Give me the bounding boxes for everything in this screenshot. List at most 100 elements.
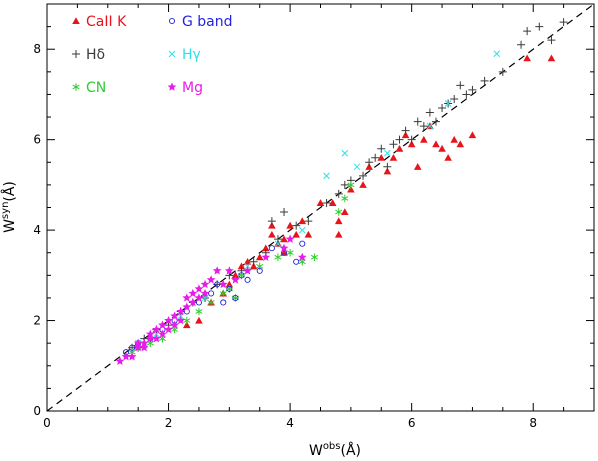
point-filled-star (231, 275, 240, 284)
point-open-circle (293, 258, 300, 265)
x-tick-label: 2 (165, 416, 173, 430)
legend-marker (167, 82, 177, 91)
tick-labels: 0 2 4 6 8 0 2 4 6 8 (33, 42, 537, 430)
legend-entry: CN (72, 80, 106, 96)
legend-marker (168, 17, 176, 25)
legend: CaII K Hδ CN G band Hγ Mg (72, 14, 233, 96)
point-open-circle (129, 344, 136, 351)
point-cross (444, 100, 452, 107)
point-asterisk (335, 208, 343, 216)
point-filled-star (133, 343, 143, 352)
point-cross (298, 226, 306, 234)
point-filled-triangle (182, 321, 191, 329)
point-cross (353, 163, 361, 171)
point-filled-star (158, 320, 167, 329)
point-plus (371, 153, 380, 162)
point-filled-triangle (547, 54, 556, 62)
point-plus (365, 158, 374, 167)
point-filled-triangle (438, 144, 446, 152)
legend-entry: Hγ (168, 47, 201, 63)
point-filled-triangle (389, 153, 398, 161)
point-filled-triangle (432, 140, 440, 148)
point-cross (426, 122, 434, 130)
point-filled-triangle (231, 271, 240, 279)
legend-label: Hγ (182, 47, 201, 63)
point-open-circle (256, 267, 263, 274)
point-cross (384, 149, 391, 157)
y-tick-label: 8 (33, 42, 41, 56)
point-filled-triangle (456, 140, 465, 148)
point-plus (480, 76, 489, 85)
legend-label: Mg (182, 80, 203, 96)
point-plus (273, 235, 282, 244)
y-tick-label: 4 (33, 223, 41, 237)
x-axis-label-unit: (Å) (341, 442, 362, 459)
point-cross (274, 240, 282, 248)
x-axis-label-base: W (309, 443, 323, 459)
x-axis-label: Wobs(Å) (309, 441, 361, 459)
point-plus (547, 36, 556, 45)
point-plus (450, 94, 459, 103)
legend-marker (168, 50, 176, 58)
point-plus (407, 135, 416, 144)
point-plus (462, 90, 471, 99)
y-axis-label-base: W (2, 219, 18, 233)
point-filled-star (218, 279, 228, 289)
point-plus (377, 144, 386, 153)
point-filled-triangle (523, 54, 531, 62)
point-plus (395, 135, 404, 144)
legend-label: CaII K (86, 14, 127, 30)
point-filled-star (285, 234, 295, 243)
point-asterisk (274, 253, 282, 262)
point-asterisk (219, 289, 227, 298)
point-filled-triangle (262, 244, 270, 252)
legend-label: G band (182, 14, 233, 30)
y-tick-label: 6 (33, 133, 41, 147)
point-cross (323, 172, 330, 180)
point-open-circle (232, 294, 239, 301)
legend-label: CN (86, 80, 106, 96)
point-filled-star (176, 315, 186, 325)
point-filled-star (152, 325, 161, 334)
point-filled-star (279, 243, 289, 252)
point-open-circle (214, 281, 221, 288)
point-filled-triangle (334, 217, 343, 225)
point-asterisk (183, 316, 191, 325)
point-filled-triangle (444, 153, 452, 161)
point-plus (359, 171, 368, 180)
point-plus (456, 81, 465, 90)
point-filled-triangle (359, 181, 367, 188)
point-plus (413, 117, 422, 126)
point-filled-triangle (292, 230, 300, 238)
point-filled-star (194, 293, 204, 302)
legend-entry: Mg (167, 80, 203, 96)
point-filled-star (243, 266, 252, 275)
y-tick-label: 2 (33, 314, 41, 328)
point-filled-triangle (195, 316, 203, 324)
point-asterisk (195, 307, 203, 316)
point-filled-triangle (316, 199, 325, 207)
point-asterisk (310, 253, 318, 262)
point-filled-star (121, 352, 131, 361)
point-asterisk (256, 262, 264, 271)
point-plus (249, 257, 258, 266)
x-axis-label-sup: obs (323, 441, 341, 452)
point-filled-star (170, 320, 180, 329)
point-filled-triangle (407, 140, 416, 148)
point-plus (304, 217, 313, 226)
point-filled-star (127, 352, 137, 361)
point-plus (535, 22, 544, 31)
point-open-circle (226, 285, 233, 292)
point-filled-star (133, 338, 143, 347)
point-filled-triangle (365, 163, 373, 170)
x-tick-label: 8 (529, 416, 537, 430)
point-filled-star (115, 356, 125, 365)
point-plus (340, 180, 349, 189)
legend-entry: CaII K (72, 14, 127, 30)
point-filled-star (145, 334, 155, 343)
point-cross (341, 149, 349, 157)
point-filled-triangle (328, 199, 337, 207)
point-plus (322, 198, 331, 207)
point-plus (401, 126, 410, 135)
point-filled-triangle (420, 135, 428, 143)
